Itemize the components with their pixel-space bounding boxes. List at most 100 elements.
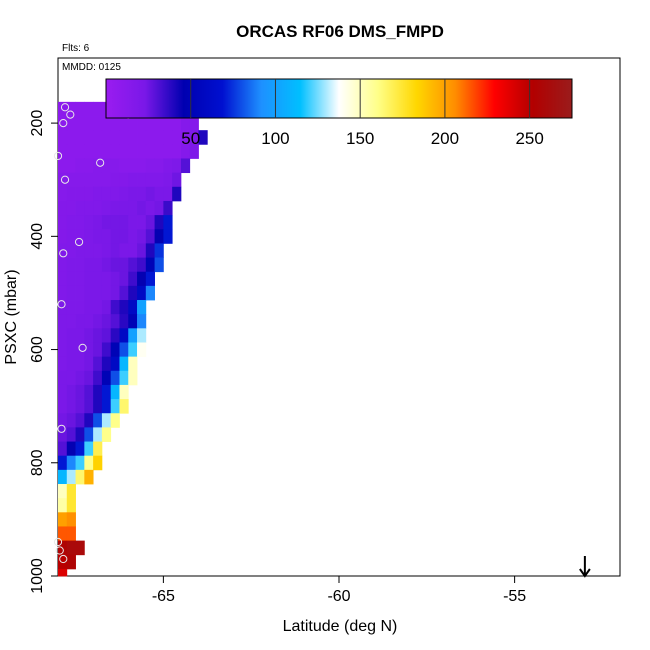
heatmap-cell [58, 314, 68, 329]
heatmap-cell [172, 116, 182, 131]
heatmap-cell [66, 257, 76, 273]
heatmap-cell [66, 356, 76, 372]
heatmap-cell [93, 229, 103, 244]
heatmap-cell [66, 116, 76, 131]
heatmap-cell [84, 200, 94, 216]
heatmap-cell [145, 271, 155, 287]
heatmap-cells [58, 101, 217, 577]
heatmap-cell [58, 512, 68, 527]
heatmap-cell [101, 370, 112, 386]
heatmap-cell [119, 370, 129, 386]
heatmap-cell [119, 200, 129, 216]
heatmap-cell [66, 554, 76, 570]
heatmap-cell [75, 441, 85, 457]
heatmap-cell [163, 116, 173, 131]
heatmap-cell [119, 300, 129, 315]
heatmap-cell [119, 116, 129, 131]
heatmap-cell [137, 243, 147, 258]
heatmap-cell [93, 455, 103, 471]
heatmap-cell [66, 271, 76, 287]
heatmap-cell [137, 186, 147, 202]
heatmap-cell [128, 328, 138, 343]
colorbar-ticks: 50 100 150 200 250 [181, 79, 544, 148]
heatmap-cell [189, 144, 199, 159]
heatmap-cell [137, 116, 147, 131]
flight-point [60, 103, 70, 112]
heatmap-cell [110, 243, 120, 258]
heatmap-cell [58, 172, 68, 188]
colorbar-tick-label: 100 [261, 129, 289, 148]
heatmap-cell [137, 215, 147, 230]
y-tick-label: 400 [29, 223, 46, 250]
heatmap-cell [66, 399, 76, 414]
heatmap-cell [75, 144, 85, 159]
flight-point [57, 424, 66, 433]
heatmap-cell [75, 356, 85, 372]
heatmap-cell [101, 186, 112, 202]
heatmap-cell [110, 342, 120, 358]
heatmap-cell [145, 130, 155, 145]
heatmap-cell [93, 257, 103, 273]
heatmap-cell [93, 271, 103, 287]
heatmap-cell [119, 271, 129, 287]
heatmap-cell [110, 328, 120, 343]
y-tick-label: 800 [29, 449, 46, 476]
heatmap-cell [101, 172, 112, 188]
heatmap-cell [75, 215, 85, 230]
heatmap-cell [75, 328, 85, 343]
heatmap-cell [137, 285, 147, 301]
heatmap-cell [137, 172, 147, 188]
heatmap-cell [58, 243, 68, 258]
heatmap-cell [75, 427, 85, 442]
heatmap-cell [66, 200, 76, 216]
heatmap-cell [84, 257, 94, 273]
flight-point [59, 249, 68, 258]
heatmap-cell [110, 370, 120, 386]
flight-point [60, 175, 70, 184]
heatmap-cell [58, 285, 68, 301]
colorbar-tick-label: 250 [515, 129, 543, 148]
flight-point [55, 546, 64, 555]
heatmap-cell [145, 257, 155, 273]
heatmap-cell [119, 399, 129, 414]
heatmap-cell [75, 399, 85, 414]
heatmap-cell [58, 257, 68, 273]
heatmap-cell [58, 427, 68, 442]
heatmap-cell [137, 300, 147, 315]
heatmap-cell [119, 130, 129, 145]
heatmap-cell [145, 186, 155, 202]
heatmap-cell [119, 356, 129, 372]
heatmap-cell [163, 229, 173, 244]
arrow-head [579, 568, 591, 578]
heatmap-cell [101, 243, 112, 258]
heatmap-cell [75, 540, 85, 556]
heatmap-cell [128, 215, 138, 230]
heatmap-cell [75, 300, 85, 315]
heatmap-cell [93, 384, 103, 400]
heatmap-cell [128, 172, 138, 188]
heatmap-cell [58, 200, 68, 216]
heatmap-cell [84, 314, 94, 329]
heatmap-cell [180, 116, 191, 131]
heatmap-cell [101, 328, 112, 343]
heatmap-cell [110, 200, 120, 216]
heatmap-cell [93, 370, 103, 386]
heatmap-cell [119, 172, 129, 188]
heatmap-cell [128, 158, 138, 174]
heatmap-cell [84, 130, 94, 145]
heatmap-cell [66, 130, 76, 145]
heatmap-cell [101, 158, 112, 174]
heatmap-cell [75, 186, 85, 202]
heatmap-cell [84, 172, 94, 188]
heatmap-cell [110, 257, 120, 273]
heatmap-cell [58, 116, 68, 131]
heatmap-cell [128, 314, 138, 329]
heatmap-cell [137, 328, 147, 343]
heatmap-cell [84, 413, 94, 428]
heatmap-cell [84, 469, 94, 485]
heatmap-cell [163, 172, 173, 188]
heatmap-cell [66, 300, 76, 315]
heatmap-cell [110, 413, 120, 428]
heatmap-cell [128, 144, 138, 159]
